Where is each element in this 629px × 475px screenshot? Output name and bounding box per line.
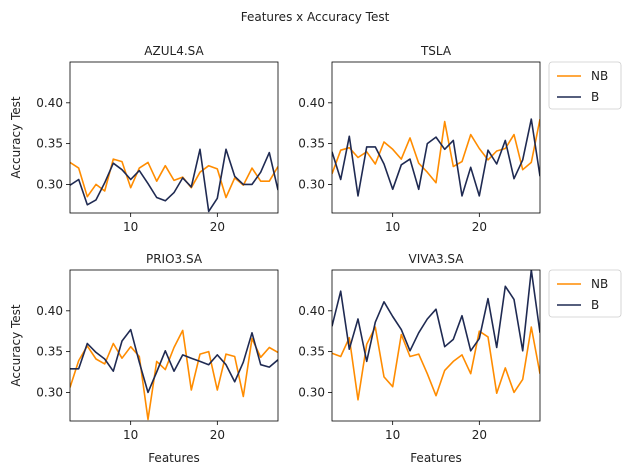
x-axis-label: Features — [410, 451, 462, 465]
y-tick-label: 0.40 — [36, 304, 63, 318]
y-tick-label: 0.40 — [36, 96, 63, 110]
axes-frame — [331, 269, 541, 422]
y-tick-label: 0.30 — [36, 177, 63, 191]
axes-frame — [69, 61, 279, 214]
y-tick-label: 0.30 — [298, 177, 325, 191]
y-tick-label: 0.40 — [298, 304, 325, 318]
subplots: AZUL4.SA 10 20 0.30 0.35 0.40 Accuracy Test TSL… — [9, 44, 622, 465]
y-tick-label: 0.35 — [298, 137, 325, 151]
subplot-viva3-sa: VIVA3.SA 10 20 0.30 0.35 0.40 Features NB B — [298, 252, 622, 465]
x-tick-label: 10 — [123, 220, 138, 234]
axes-frame — [331, 61, 541, 214]
series-line-nb — [332, 118, 540, 184]
y-axis-label: Accuracy Test — [9, 304, 23, 387]
y-tick-label: 0.35 — [36, 345, 63, 359]
legend: NB B — [548, 61, 622, 110]
y-tick-label: 0.30 — [36, 385, 63, 399]
x-tick-label: 20 — [210, 428, 225, 442]
y-tick-label: 0.40 — [298, 96, 325, 110]
series-line-nb — [70, 329, 278, 421]
series-line-b — [70, 328, 278, 394]
y-tick-label: 0.35 — [36, 137, 63, 151]
x-tick-label: 10 — [123, 428, 138, 442]
y-tick-label: 0.35 — [298, 345, 325, 359]
x-tick-label: 10 — [385, 428, 400, 442]
x-tick-label: 20 — [472, 428, 487, 442]
x-tick-label: 20 — [210, 220, 225, 234]
x-tick-label: 10 — [385, 220, 400, 234]
series-line-nb — [332, 326, 540, 401]
series-line-b — [332, 270, 540, 363]
legend: NB B — [548, 269, 622, 318]
axes-frame — [69, 269, 279, 422]
legend-label-nb: NB — [591, 69, 608, 83]
series-line-b — [70, 148, 278, 213]
x-tick-label: 20 — [472, 220, 487, 234]
y-axis-label: Accuracy Test — [9, 96, 23, 179]
x-axis-label: Features — [148, 451, 200, 465]
subplot-title: TSLA — [420, 44, 452, 58]
legend-frame — [548, 269, 622, 318]
subplot-title: AZUL4.SA — [144, 44, 204, 58]
subplot-prio3-sa: PRIO3.SA 10 20 0.30 0.35 0.40 Features Accuracy… — [9, 252, 279, 465]
subplot-title: VIVA3.SA — [409, 252, 465, 266]
figure-title: Features x Accuracy Test — [241, 10, 390, 24]
subplot-title: PRIO3.SA — [146, 252, 203, 266]
subplot-azul4-sa: AZUL4.SA 10 20 0.30 0.35 0.40 Accuracy Test — [9, 44, 279, 234]
series-line-b — [332, 118, 540, 197]
legend-label-nb: NB — [591, 277, 608, 291]
legend-label-b: B — [591, 298, 599, 312]
y-tick-label: 0.30 — [298, 385, 325, 399]
legend-label-b: B — [591, 90, 599, 104]
subplot-tsla: TSLA 10 20 0.30 0.35 0.40 NB B — [298, 44, 622, 234]
legend-frame — [548, 61, 622, 110]
